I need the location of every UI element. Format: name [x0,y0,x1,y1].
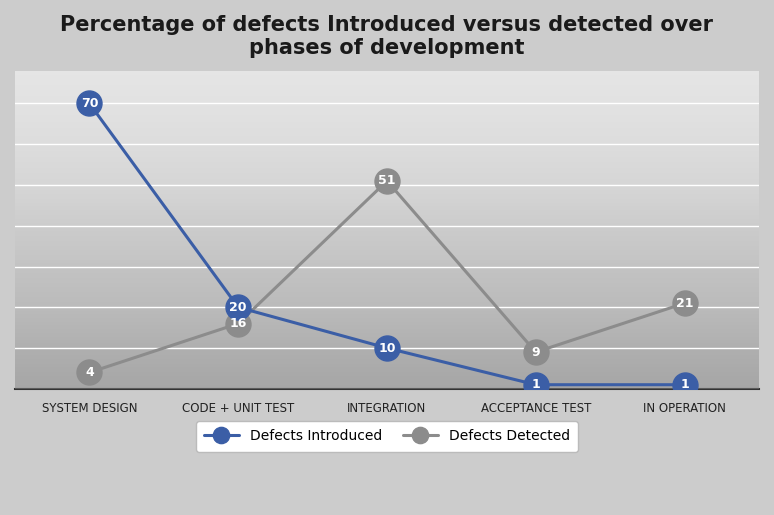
Defects Introduced [85,100,94,107]
Defects Introduced [531,382,540,388]
Defects Detected [382,178,392,184]
Defects Detected [531,349,540,355]
Text: 21: 21 [676,297,694,310]
Text: 16: 16 [230,317,247,330]
Defects Detected [85,369,94,375]
Text: 10: 10 [378,341,396,354]
Line: Defects Introduced: Defects Introduced [77,91,697,397]
Text: 51: 51 [378,175,396,187]
Text: 1: 1 [532,378,540,391]
Defects Introduced [382,345,392,351]
Defects Introduced [680,382,689,388]
Text: 70: 70 [80,97,98,110]
Defects Detected [234,320,243,327]
Title: Percentage of defects Introduced versus detected over
phases of development: Percentage of defects Introduced versus … [60,15,714,58]
Text: 1: 1 [680,378,689,391]
Legend: Defects Introduced, Defects Detected: Defects Introduced, Defects Detected [196,421,578,452]
Text: 9: 9 [532,346,540,358]
Text: 20: 20 [229,301,247,314]
Defects Detected [680,300,689,306]
Defects Introduced [234,304,243,311]
Text: 4: 4 [85,366,94,379]
Line: Defects Detected: Defects Detected [77,168,697,385]
